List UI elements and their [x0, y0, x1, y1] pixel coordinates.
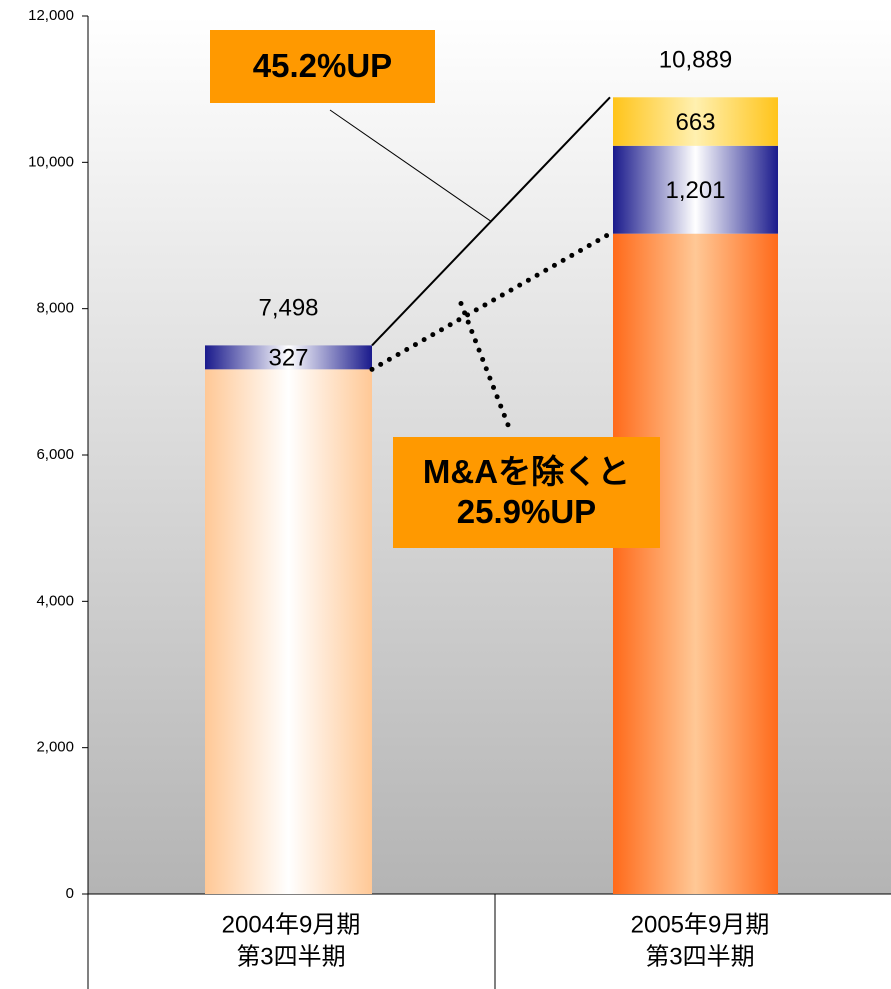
y-tick-label: 2,000	[36, 739, 74, 756]
value-label: 327	[268, 345, 308, 372]
x-tick-label: 2004年9月期	[222, 911, 361, 938]
annotation-text: 25.9%UP	[457, 493, 596, 530]
bar-segment	[205, 345, 372, 370]
annotation-box	[393, 437, 660, 548]
bar-segment	[613, 145, 778, 234]
callout-line	[458, 300, 513, 433]
y-tick-label: 0	[66, 885, 74, 902]
y-tick-label: 6,000	[36, 446, 74, 463]
bar-segment	[205, 369, 372, 894]
bar-segment	[613, 97, 778, 146]
callout-line	[329, 109, 492, 222]
x-tick-label: 2005年9月期	[631, 911, 770, 938]
x-tick-label: 第3四半期	[645, 943, 754, 970]
annotation-text: 45.2%UP	[253, 47, 392, 84]
y-tick-label: 8,000	[36, 300, 74, 317]
value-label: 663	[675, 109, 715, 136]
annotation-box	[210, 30, 435, 103]
growth-line-excl	[369, 231, 613, 372]
value-label: 1,201	[665, 177, 725, 204]
y-tick-label: 4,000	[36, 592, 74, 609]
y-tick-label: 12,000	[28, 7, 74, 24]
total-label: 7,498	[258, 295, 318, 322]
x-tick-label: 第3四半期	[236, 943, 345, 970]
bar-segment	[613, 233, 778, 894]
y-tick-label: 10,000	[28, 153, 74, 170]
annotation-text: M&Aを除くと	[423, 453, 630, 490]
total-label: 10,889	[659, 47, 732, 74]
